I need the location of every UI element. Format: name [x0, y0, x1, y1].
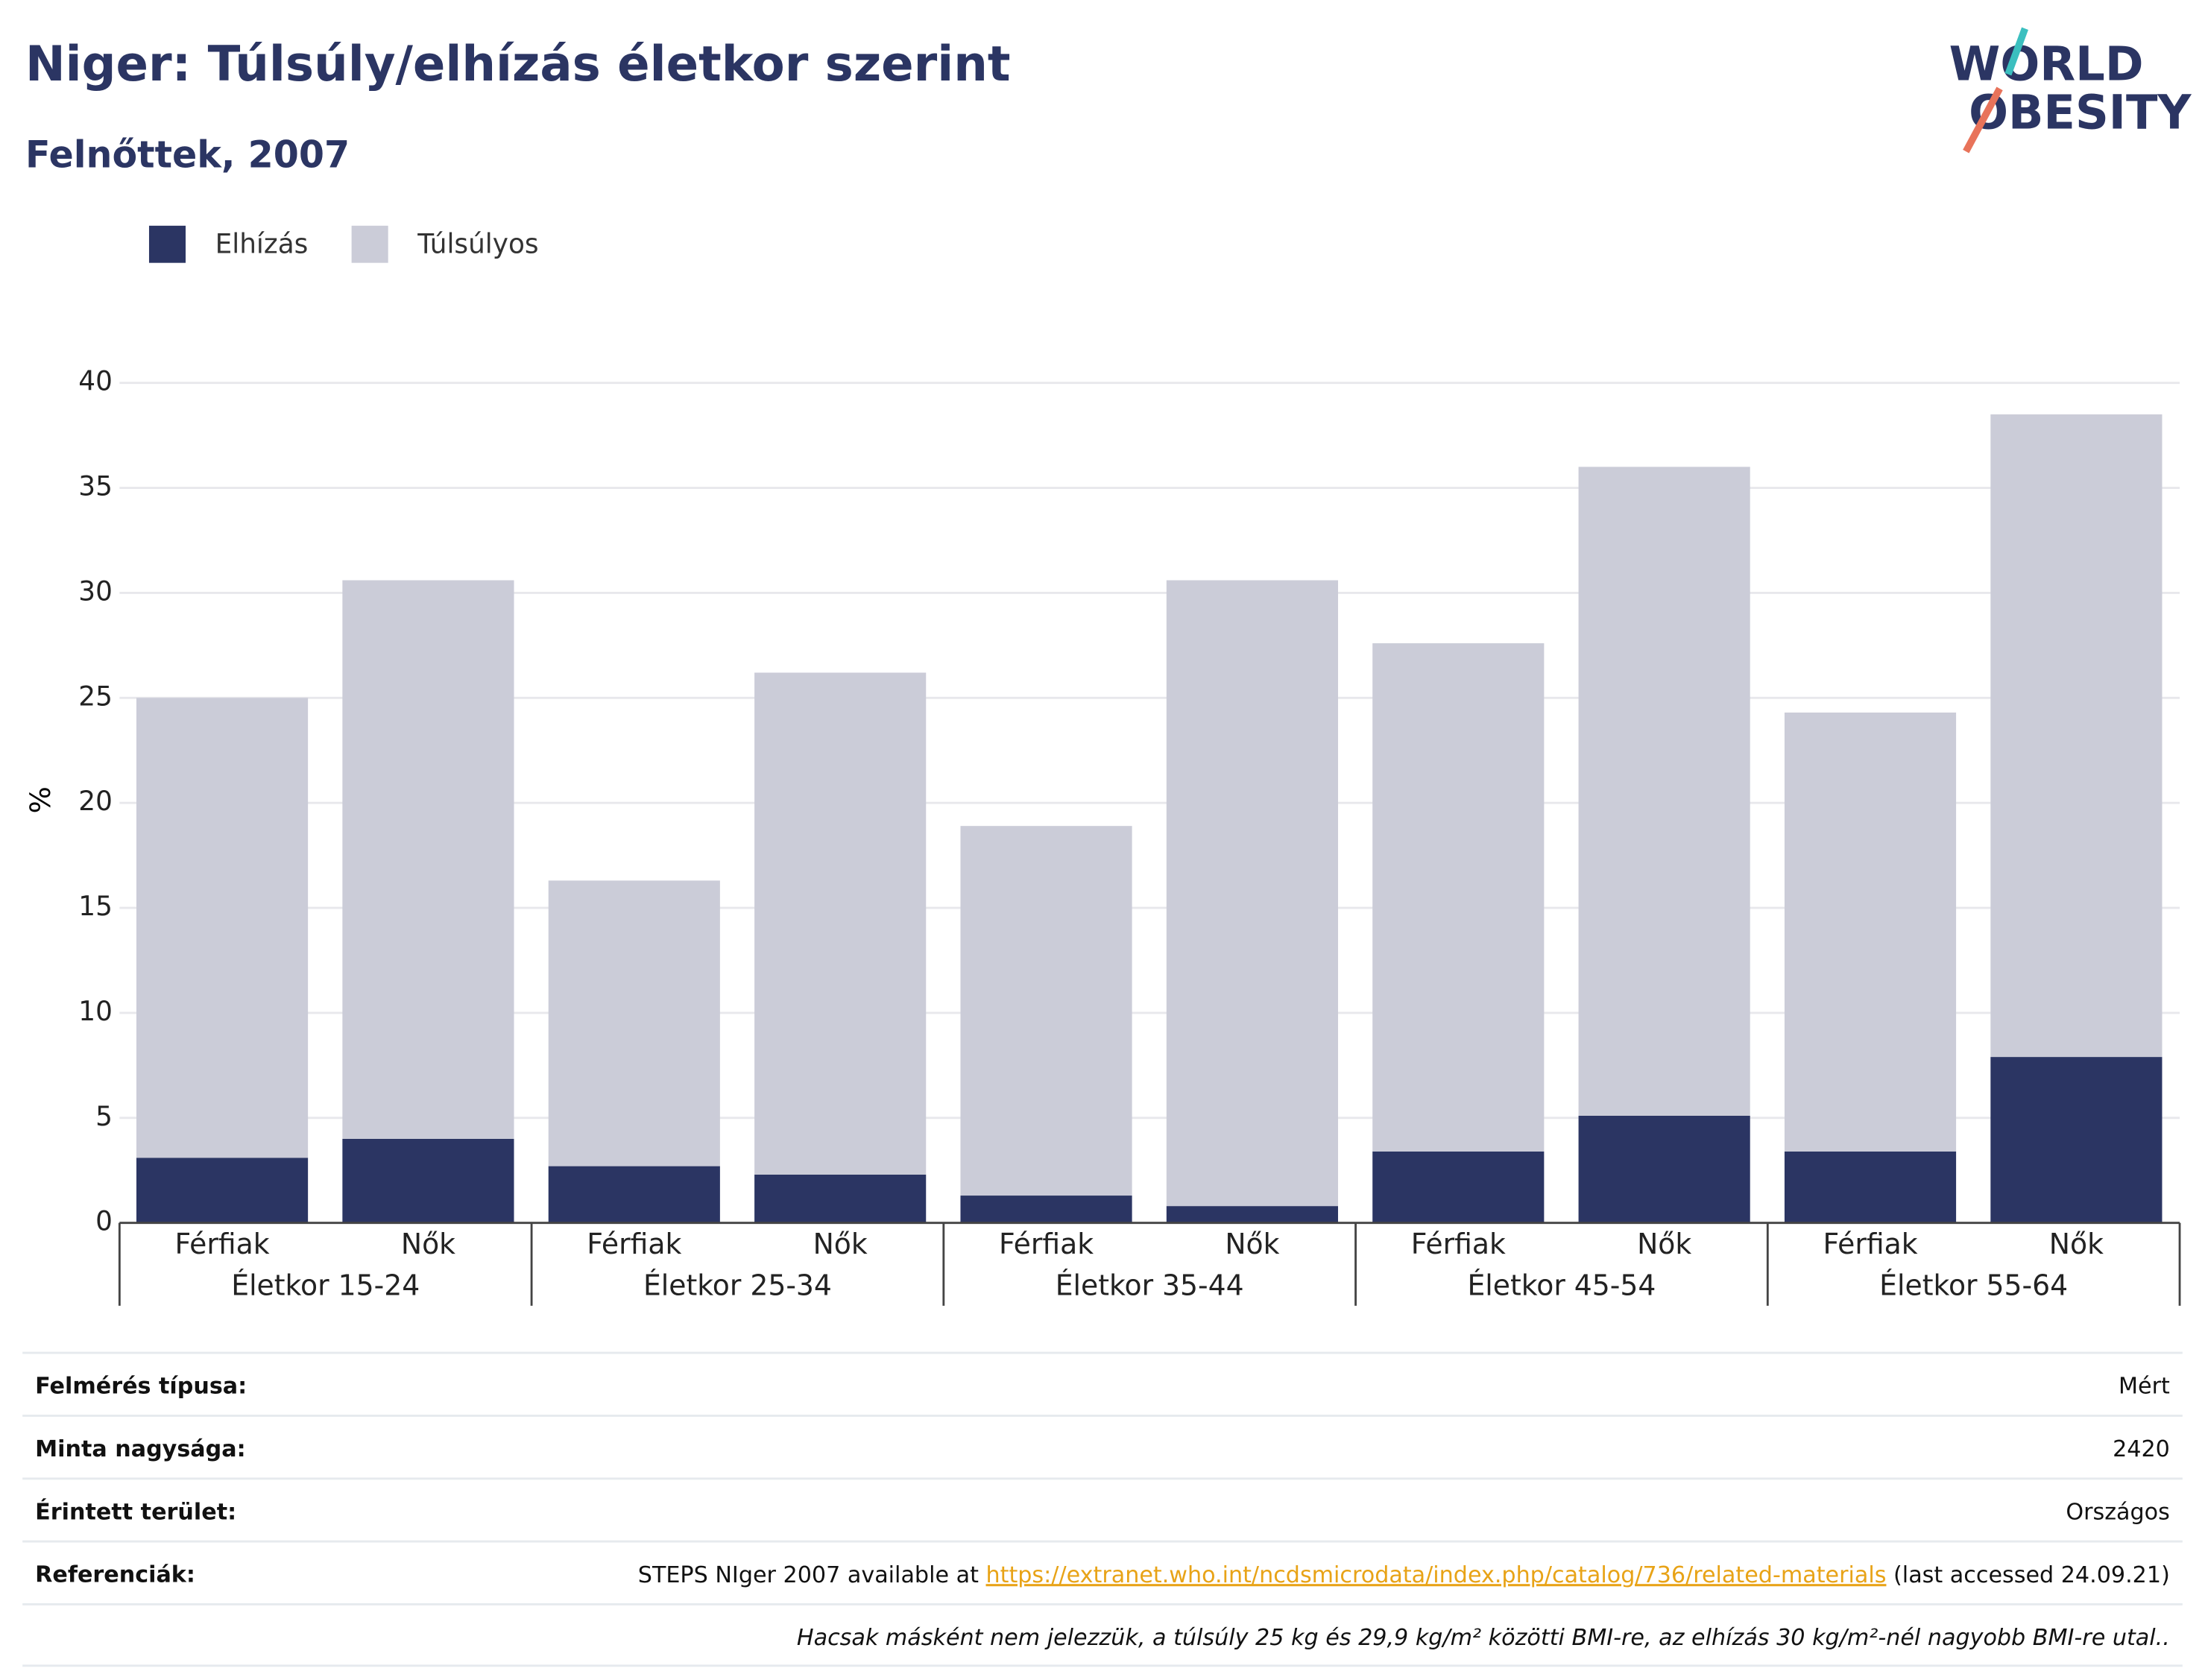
row-value: Országos [2066, 1499, 2170, 1525]
bar-segment [1166, 1206, 1338, 1223]
bar-segment [1990, 1057, 2163, 1223]
y-tick-label: 0 [95, 1204, 113, 1237]
bar-segment [1578, 1115, 1750, 1223]
bar-segment [548, 880, 720, 1166]
bar-segment [1372, 643, 1545, 1152]
group-label: Életkor 45-54 [1467, 1269, 1656, 1301]
bar-segment [342, 580, 514, 1139]
group-label: Életkor 25-34 [643, 1269, 832, 1301]
y-tick-label: 15 [78, 890, 113, 922]
group-label: Életkor 35-44 [1056, 1269, 1244, 1301]
bar-segment [960, 1196, 1132, 1223]
chart-title: Niger: Túlsúly/elhízás életkor szerint [25, 36, 1011, 92]
x-tick-label: Nők [401, 1228, 455, 1260]
row-value: Mért [2119, 1373, 2170, 1399]
legend-label: Túlsúlyos [417, 227, 538, 259]
bar-segment [960, 826, 1132, 1196]
logo-slash [2004, 27, 2028, 76]
y-tick-label: 10 [78, 995, 113, 1027]
y-tick-label: 20 [78, 785, 113, 817]
y-tick-label: 30 [78, 575, 113, 607]
chart-subtitle: Felnőttek, 2007 [25, 133, 350, 176]
row-label: Referenciák: [35, 1561, 195, 1588]
x-tick-label: Férfiak [175, 1228, 270, 1260]
x-tick-label: Férfiak [1823, 1228, 1917, 1260]
bar-segment [136, 1158, 309, 1223]
reference-text: STEPS NIger 2007 available at [638, 1561, 986, 1588]
row-label: Felmérés típusa: [35, 1373, 247, 1399]
bar-segment [342, 1138, 514, 1223]
row-value: STEPS NIger 2007 available at https://ex… [638, 1561, 2170, 1588]
row-label: Érintett terület: [35, 1498, 236, 1525]
group-label: Életkor 55-64 [1879, 1269, 2068, 1301]
legend-swatch [148, 225, 186, 263]
y-tick-label: 35 [78, 470, 113, 502]
y-tick-label: 5 [95, 1100, 113, 1132]
x-tick-label: Nők [813, 1228, 868, 1260]
reference-link[interactable]: https://extranet.who.int/ncdsmicrodata/i… [986, 1561, 1887, 1588]
x-tick-label: Nők [2049, 1228, 2104, 1260]
bar-segment [136, 698, 309, 1158]
bar-segment [1990, 414, 2163, 1058]
x-tick-label: Férfiak [587, 1228, 681, 1260]
x-tick-label: Nők [1637, 1228, 1691, 1260]
row-value: 2420 [2113, 1436, 2170, 1462]
bar-segment [1784, 713, 1957, 1152]
x-tick-label: Férfiak [999, 1228, 1094, 1260]
group-label: Életkor 15-24 [231, 1269, 420, 1301]
logo-text: OBESITY [1969, 85, 2192, 140]
bar-segment [1372, 1151, 1545, 1223]
x-tick-label: Nők [1225, 1228, 1279, 1260]
bar-segment [1578, 467, 1750, 1116]
row-label: Minta nagysága: [35, 1436, 246, 1462]
x-tick-label: Férfiak [1411, 1228, 1506, 1260]
y-tick-label: 25 [78, 680, 113, 712]
y-axis-label: % [24, 786, 57, 813]
footnote: Hacsak másként nem jelezzük, a túlsúly 2… [797, 1625, 2170, 1651]
legend-label: Elhízás [215, 227, 309, 259]
logo-text: WORLD [1949, 37, 2144, 92]
bar-segment [754, 672, 927, 1175]
bar-segment [1784, 1151, 1957, 1223]
bar-segment [548, 1166, 720, 1223]
legend-swatch [351, 225, 388, 263]
logo-slash [1963, 86, 2003, 154]
y-tick-label: 40 [78, 364, 113, 397]
reference-text: (last accessed 24.09.21) [1886, 1561, 2169, 1588]
bar-segment [754, 1174, 927, 1223]
bar-segment [1166, 580, 1338, 1207]
